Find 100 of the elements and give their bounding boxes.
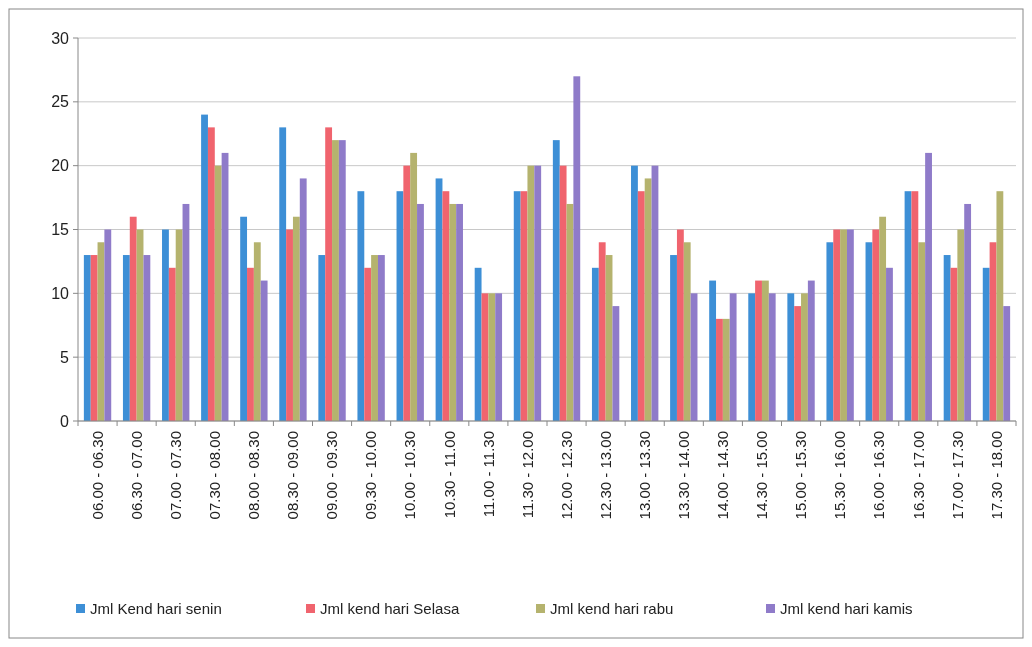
bar [299,178,307,421]
x-tick-label: 16.00 - 16.30 [870,431,888,520]
bar [943,255,951,421]
bar [442,191,450,421]
bar [364,267,372,421]
bar [175,229,183,421]
x-tick-label: 17.30 - 18.00 [987,431,1005,520]
bar [90,255,98,421]
bar [552,140,560,421]
x-tick-label: 12.00 - 12.30 [557,431,575,520]
bar [787,293,795,421]
x-tick-label: 08.30 - 09.00 [284,431,302,520]
bar [982,267,990,421]
bar [214,165,222,421]
x-tick-label: 12.30 - 13.00 [596,431,614,520]
bar [748,293,756,421]
y-tick-label: 25 [51,93,70,111]
bar [104,229,112,421]
bar [201,114,208,421]
bar [325,127,333,421]
x-tick-label: 17.00 - 17.30 [948,431,966,520]
bar [761,280,769,421]
x-tick-label: 08.00 - 08.30 [245,431,263,520]
bar [357,191,365,421]
bar [122,255,130,421]
bar [488,293,496,421]
bar [318,255,326,421]
x-tick-label: 10.00 - 10.30 [401,431,419,520]
bar [826,242,834,421]
bar [279,127,287,421]
bar [286,229,293,421]
bar [637,191,645,421]
y-tick-label: 15 [51,221,70,239]
bar [872,229,880,421]
bar [253,242,261,421]
bar [534,165,542,421]
bar [996,191,1004,421]
x-tick-label: 11.30 - 12.00 [518,431,536,519]
legend-label: Jml kend hari Selasa [320,600,460,618]
bar [83,255,91,421]
bar [768,293,776,421]
bar [247,267,254,421]
x-tick-label: 09.30 - 10.00 [362,431,380,520]
y-tick-label: 10 [51,284,70,302]
bar [240,216,248,421]
bar [683,242,691,421]
bar [129,216,137,421]
bar [573,76,581,421]
bar [207,127,215,421]
bar [456,203,463,421]
x-tick-label: 13.30 - 14.00 [675,431,693,520]
bar [410,152,418,421]
bar [886,267,893,421]
bar [168,267,176,421]
bar [840,229,847,421]
y-tick-label: 5 [60,348,70,366]
bar [332,140,339,421]
bar [957,229,965,421]
bar [527,165,535,421]
bar [598,242,606,421]
bar [1003,306,1011,421]
bar [676,229,684,421]
bar [377,255,385,421]
bar [143,255,151,421]
bar [801,293,808,421]
x-tick-label: 07.30 - 08.00 [206,431,224,520]
bar [559,165,567,421]
bar [631,165,638,421]
bar [612,306,620,421]
y-tick-label: 20 [51,157,70,175]
y-tick-label: 0 [60,412,70,430]
bar [794,306,802,421]
bar [513,191,521,421]
x-tick-label: 13.00 - 13.30 [635,431,653,520]
bar [162,229,169,421]
bar [755,280,762,421]
x-tick-label: 07.00 - 07.30 [166,431,184,520]
bar [292,216,300,421]
y-tick-label: 30 [51,29,70,47]
bar [591,267,599,421]
bar [918,242,926,421]
bar [644,178,652,421]
bar [709,280,717,421]
legend-label: Jml kend hari rabu [550,600,674,618]
x-tick-label: 15.30 - 16.00 [831,431,849,520]
bar [833,229,841,421]
bar [449,203,457,421]
x-tick-label: 10.30 - 11.00 [440,431,458,519]
bar [807,280,815,421]
bar [716,318,723,421]
x-tick-label: 15.00 - 15.30 [792,431,810,520]
bar [729,293,737,421]
bar [911,191,919,421]
legend-label: Jml Kend hari senin [90,600,222,618]
x-tick-label: 16.30 - 17.00 [909,431,927,520]
bar [879,216,887,421]
bar [495,293,503,421]
x-tick-label: 11.00 - 11.30 [479,431,497,518]
x-tick-label: 14.30 - 15.00 [753,431,771,520]
legend-label: Jml kend hari kamis [780,600,913,618]
